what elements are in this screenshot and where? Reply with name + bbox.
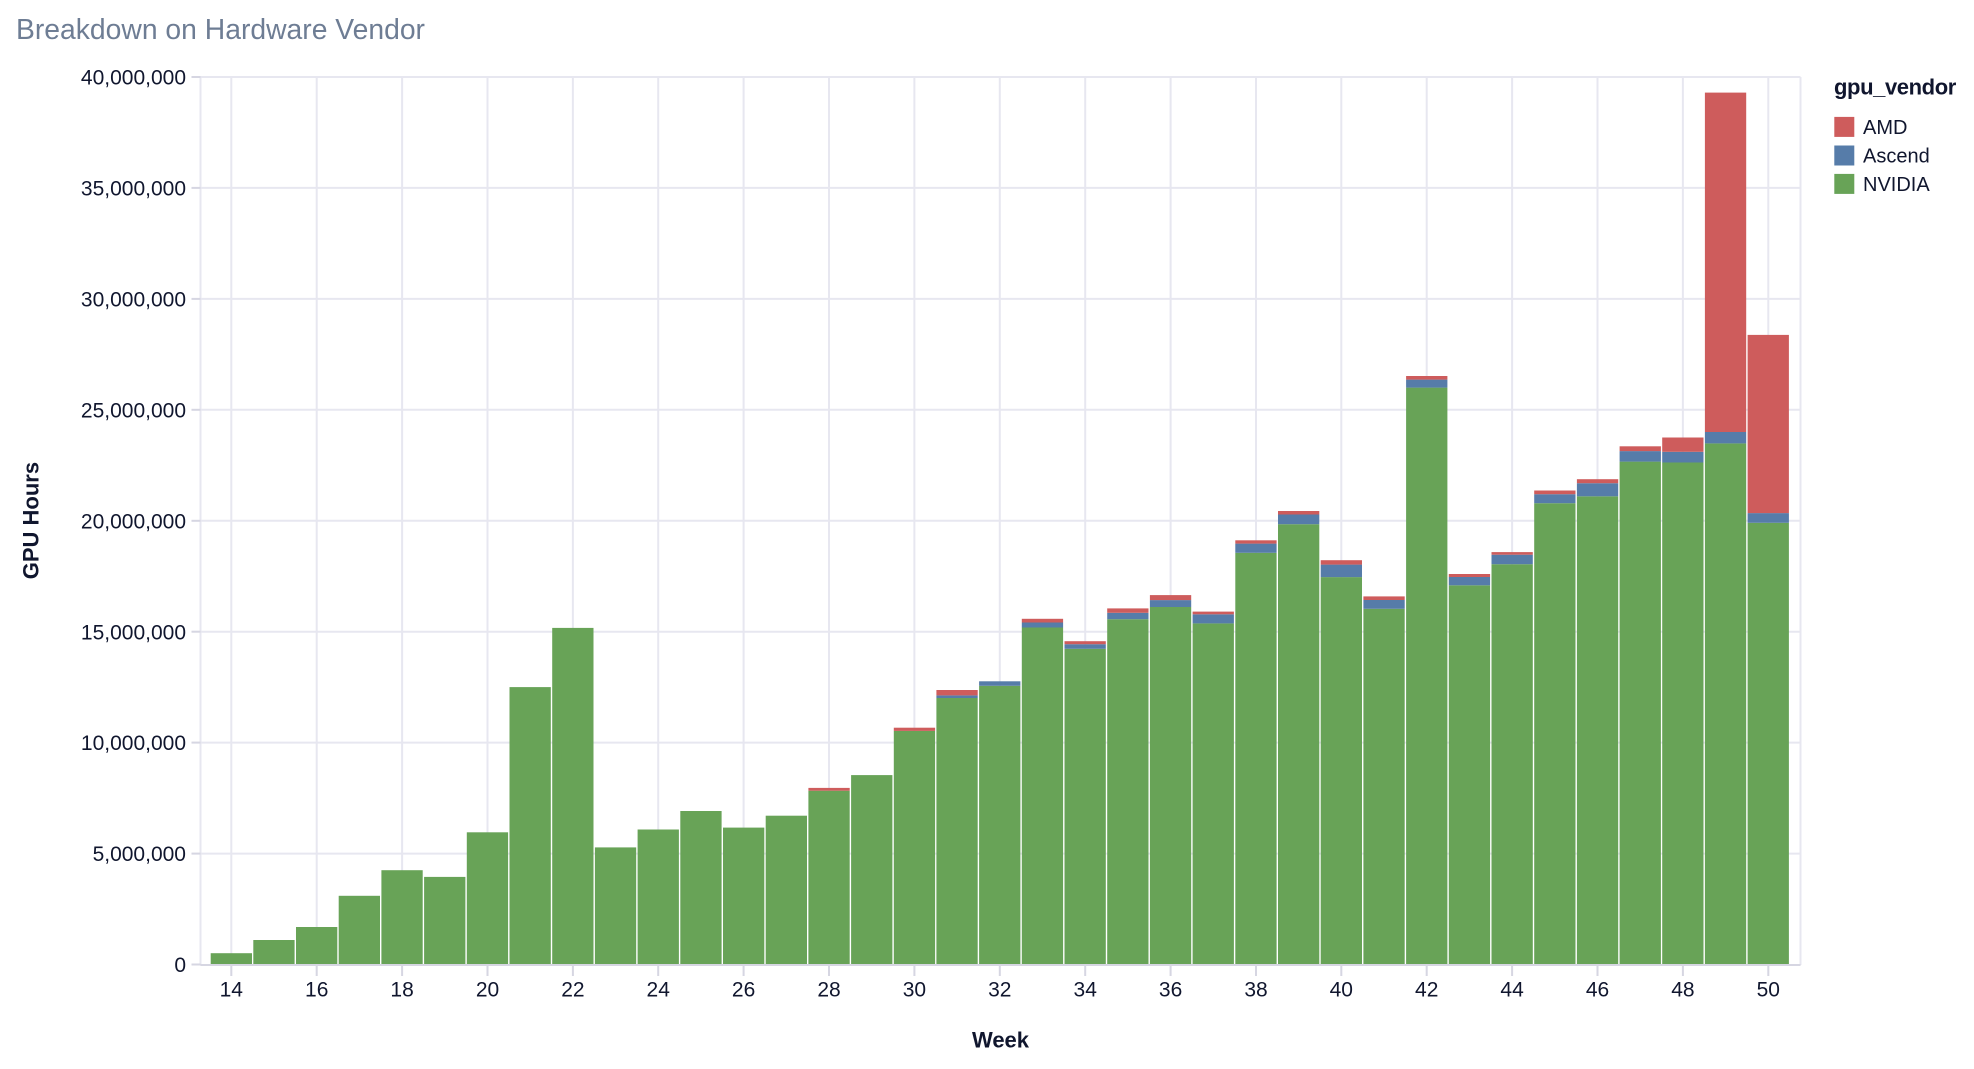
svg-text:32: 32 xyxy=(988,979,1011,1002)
svg-text:50: 50 xyxy=(1757,979,1780,1002)
svg-text:26: 26 xyxy=(732,979,755,1002)
svg-text:46: 46 xyxy=(1586,979,1609,1002)
svg-text:NVIDIA: NVIDIA xyxy=(1863,174,1930,196)
svg-text:Week: Week xyxy=(972,1028,1030,1053)
svg-text:30,000,000: 30,000,000 xyxy=(81,289,186,312)
svg-text:18: 18 xyxy=(390,979,413,1002)
svg-text:25,000,000: 25,000,000 xyxy=(81,399,186,422)
svg-text:42: 42 xyxy=(1415,979,1438,1002)
svg-text:36: 36 xyxy=(1159,979,1182,1002)
svg-text:gpu_vendor: gpu_vendor xyxy=(1834,75,1957,100)
svg-text:34: 34 xyxy=(1074,979,1098,1002)
svg-text:Breakdown on Hardware Vendor: Breakdown on Hardware Vendor xyxy=(16,13,425,45)
svg-text:40,000,000: 40,000,000 xyxy=(81,67,186,90)
svg-text:16: 16 xyxy=(305,979,328,1002)
svg-text:44: 44 xyxy=(1500,979,1524,1002)
svg-text:40: 40 xyxy=(1330,979,1353,1002)
svg-text:28: 28 xyxy=(817,979,840,1002)
svg-text:48: 48 xyxy=(1671,979,1694,1002)
svg-text:38: 38 xyxy=(1244,979,1267,1002)
svg-text:35,000,000: 35,000,000 xyxy=(81,178,186,201)
svg-text:GPU Hours: GPU Hours xyxy=(19,462,44,579)
svg-text:20,000,000: 20,000,000 xyxy=(81,510,186,533)
svg-text:22: 22 xyxy=(561,979,584,1002)
svg-text:24: 24 xyxy=(647,979,671,1002)
svg-text:0: 0 xyxy=(174,954,186,977)
svg-text:20: 20 xyxy=(476,979,499,1002)
svg-text:10,000,000: 10,000,000 xyxy=(81,732,186,755)
svg-text:5,000,000: 5,000,000 xyxy=(93,843,186,866)
svg-text:AMD: AMD xyxy=(1863,117,1907,139)
svg-text:14: 14 xyxy=(220,979,244,1002)
svg-text:30: 30 xyxy=(903,979,926,1002)
svg-text:Ascend: Ascend xyxy=(1863,146,1930,168)
svg-text:15,000,000: 15,000,000 xyxy=(81,621,186,644)
